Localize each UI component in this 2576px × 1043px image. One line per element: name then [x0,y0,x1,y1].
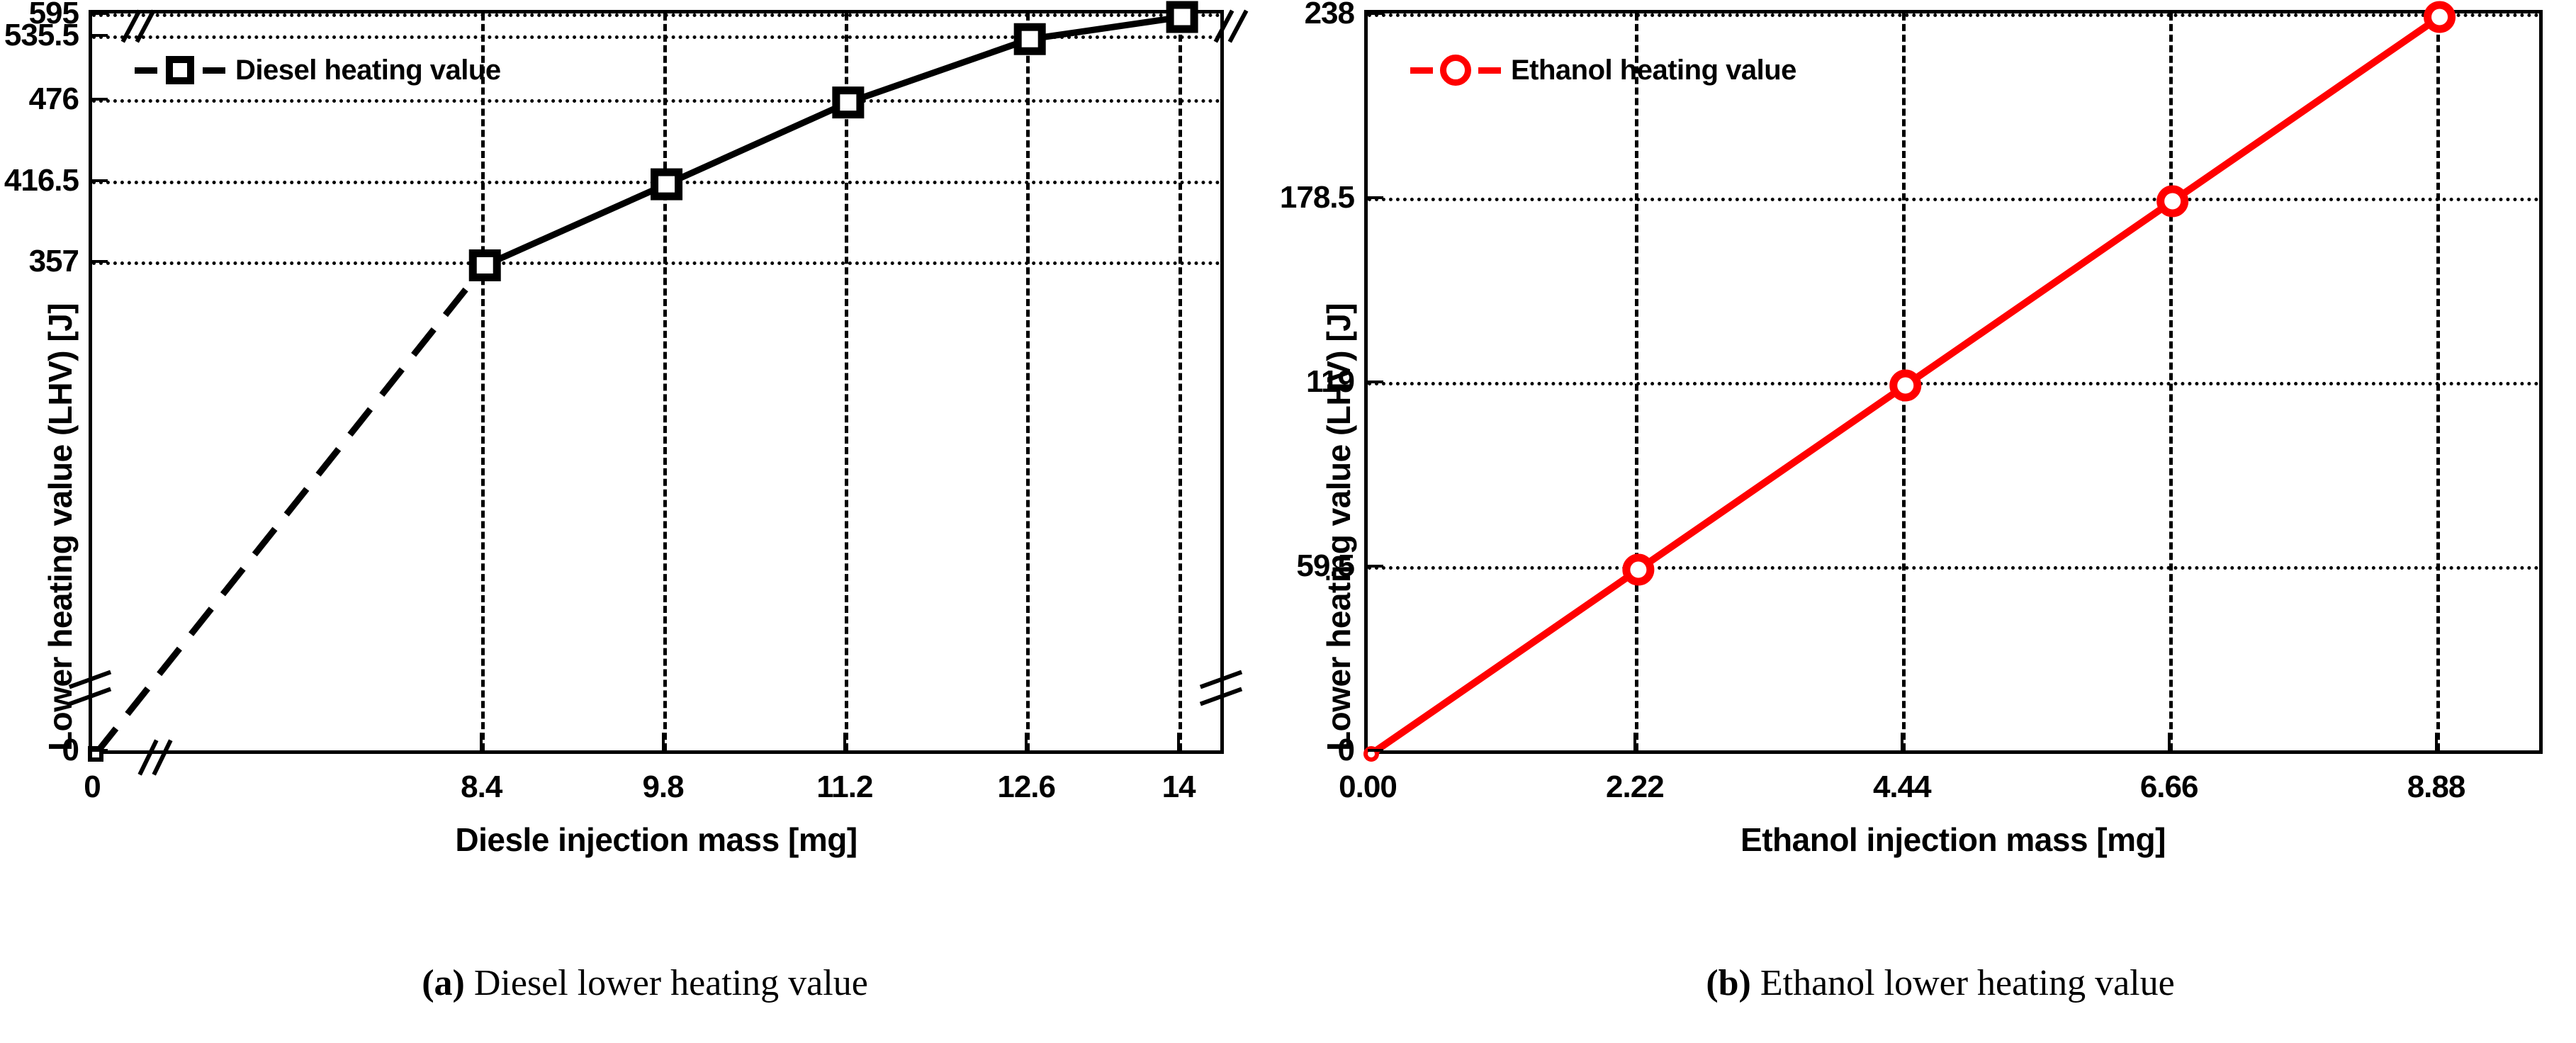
gridline-horizontal [92,35,1220,40]
y-tick-label: 59.5 [1296,548,1355,583]
caption-a-label: (a) [422,963,465,1003]
y-tick-mark [1368,12,1383,15]
y-tick-mark [1368,749,1383,752]
axis-break-y-a [68,662,118,706]
x-tick-label: 11.2 [816,769,873,804]
x-tick-mark [1025,733,1028,750]
x-tick-label: 6.66 [2139,769,2199,804]
x-tick-label: 0 [84,769,101,804]
x-tick-mark [2167,733,2171,750]
gridline-horizontal [92,98,1220,103]
y-tick-mark [1368,196,1383,199]
x-tick-label: 12.6 [997,769,1056,804]
panel-diesel: Lower heating value (LHV) [J] 0 357 416.5 4… [4,0,1254,1004]
y-tick-label: 357 [28,244,79,279]
x-tick-label: 2.22 [1606,769,1665,804]
circle-marker-icon [1410,54,1501,86]
legend-label-ethanol: Ethanol heating value [1511,54,1796,86]
data-point-marker [651,168,683,201]
data-point-marker [1166,1,1198,33]
y-tick-label: 0 [1337,733,1356,767]
y-tick-mark [1368,380,1383,383]
y-tick-label: 238 [1304,0,1355,30]
x-tick-label: 0.00 [1339,769,1397,804]
y-tick-mark [92,179,108,183]
y-tick-label: 476 [28,81,79,116]
data-point-marker [832,86,865,119]
series-ethanol [1363,1,2456,762]
x-tick-mark [661,733,665,750]
data-point-marker [1622,553,1655,586]
gridline-horizontal [92,261,1220,266]
series-segment-broken [93,263,488,756]
legend-ethanol[interactable]: Ethanol heating value [1410,54,1796,86]
x-tick-mark [1900,733,1903,750]
legend-label-diesel: Diesel heating value [235,54,501,86]
gridline-vertical [844,13,848,750]
gridline-vertical [1179,13,1183,750]
x-axis-title-b: Ethanol injection mass [mg] [1740,821,2166,858]
gridline-horizontal [1368,566,2539,570]
y-tick-label: 0 [62,733,80,767]
y-tick-label: 535.5 [4,18,79,53]
series-line [483,13,1183,269]
caption-a-text: Diesel lower heating value [464,963,868,1003]
data-point-marker [2156,185,2189,218]
panel-ethanol: Lower heating value (LHV) [J] 0 59.5 119 17… [1280,0,2576,1043]
x-axis-title-a: Diesle injection mass [mg] [455,821,857,858]
y-tick-mark [1368,565,1383,568]
y-tick-label: 595 [28,0,79,30]
gridline-horizontal [1368,13,2539,17]
data-point-marker [2424,1,2456,33]
gridline-horizontal [1368,382,2539,385]
data-point-marker [468,249,501,281]
plot-area-diesel [88,1,1224,762]
x-tick-label: 9.8 [642,769,684,804]
x-tick-mark [480,733,483,750]
square-marker-icon [135,54,225,86]
y-tick-mark [92,749,108,752]
gridline-vertical [1026,13,1030,750]
x-tick-mark [2434,733,2438,750]
y-tick-mark [92,12,108,15]
caption-a: (a) Diesel lower heating value [422,962,868,1004]
caption-b-text: Ethanol lower heating value [1750,963,2175,1003]
y-tick-mark [92,97,108,101]
plot-area-ethanol [1363,1,2543,762]
data-point-marker [1889,369,1922,402]
axis-break-x-a [126,733,176,776]
x-tick-label: 4.44 [1872,769,1932,804]
gridline-horizontal [1368,198,2539,201]
x-tick-mark [843,733,846,750]
y-tick-label: 178.5 [1279,180,1355,215]
y-tick-label: 119 [1306,364,1355,399]
axis-break-top-right-a [1205,3,1254,43]
y-tick-mark [92,34,108,38]
caption-b-label: (b) [1706,963,1751,1003]
caption-b: (b) Ethanol lower heating value [1706,962,2174,1004]
gridline-horizontal [92,13,1220,17]
series-diesel [88,1,1198,762]
x-tick-label: 8.88 [2407,769,2466,804]
y-tick-label: 416.5 [4,163,79,198]
x-tick-mark [1177,733,1181,750]
x-tick-label: 8.4 [461,769,502,804]
axis-break-top-a [112,3,162,43]
gridline-vertical [481,13,485,750]
x-tick-label: 14 [1162,769,1196,804]
x-tick-mark [1633,733,1636,750]
axis-break-y-right-a [1199,662,1249,706]
data-point-marker [1013,23,1046,55]
gridline-vertical [663,13,667,750]
y-tick-mark [92,260,108,264]
legend-diesel[interactable]: Diesel heating value [135,54,501,86]
